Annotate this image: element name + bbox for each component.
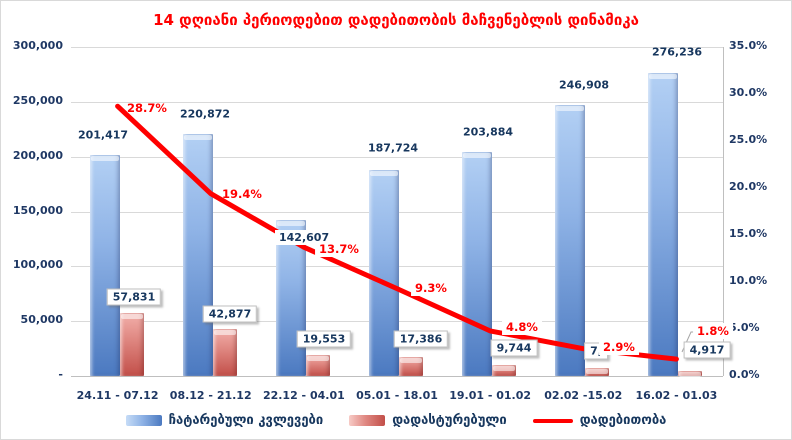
- legend-label-confirmed: დადასტურებული: [392, 413, 507, 428]
- bar-cap: [306, 355, 329, 361]
- x-axis-tick: 22.12 - 04.01: [262, 389, 345, 402]
- gridline: [71, 156, 723, 158]
- legend-item-confirmed: დადასტურებული: [349, 413, 507, 428]
- bar-cap: [183, 134, 212, 140]
- legend-item-positivity: დადებითობა: [532, 413, 667, 428]
- tested-value-label: 246,908: [558, 78, 610, 92]
- confirmed-bar-swatch-icon: [349, 415, 386, 426]
- y-axis-tick-right: 10.0%: [729, 274, 768, 287]
- y-axis-tick-right: 5.0%: [729, 321, 760, 334]
- tested-bar: [462, 152, 493, 376]
- x-axis-line: [71, 376, 723, 377]
- y-axis-tick-right: 0.0%: [729, 368, 760, 381]
- tested-value-label: 203,884: [462, 125, 514, 139]
- positivity-value-label: 28.7%: [127, 101, 167, 115]
- gridline: [71, 47, 723, 48]
- legend: ჩატარებული კვლევები დადასტურებული დადები…: [1, 413, 791, 428]
- x-axis-tick: 02.02 -15.02: [544, 389, 623, 402]
- y-axis-tick-left: 250,000: [12, 93, 63, 107]
- tested-value-label: 220,872: [179, 107, 231, 121]
- confirmed-bar: [119, 312, 144, 376]
- y-axis-tick-right: 30.0%: [729, 86, 768, 99]
- x-axis-tick: 24.11 - 07.12: [76, 389, 159, 402]
- bar-cap: [556, 106, 585, 112]
- x-axis-tick: 08.12 - 21.12: [169, 389, 252, 402]
- bar-cap: [400, 357, 422, 363]
- x-axis-tick: 16.02 - 01.03: [635, 389, 718, 402]
- confirmed-value-label: 9,744: [490, 339, 538, 357]
- bar-cap: [679, 371, 702, 377]
- tested-bar: [89, 155, 120, 376]
- bar-cap: [120, 313, 143, 319]
- y-axis-tick-left: 150,000: [12, 203, 63, 217]
- confirmed-value-label: 42,877: [202, 305, 258, 323]
- bar-cap: [213, 329, 236, 335]
- y-axis-tick-left: 100,000: [12, 258, 63, 272]
- confirmed-bar: [305, 354, 330, 376]
- tested-bar-swatch-icon: [125, 415, 162, 426]
- positivity-value-label: 13.7%: [315, 241, 363, 257]
- confirmed-value-label: 57,831: [106, 288, 162, 306]
- bar-cap: [276, 220, 305, 226]
- positivity-line: [115, 103, 679, 362]
- y-axis-tick-right: 20.0%: [729, 180, 768, 193]
- gridline: [71, 101, 723, 103]
- tested-bar: [555, 105, 586, 376]
- legend-label-tested: ჩატარებული კვლევები: [168, 413, 324, 428]
- y-axis-tick-right: 25.0%: [729, 133, 768, 146]
- bar-cap: [586, 369, 609, 375]
- y-axis-tick-left: 50,000: [20, 313, 63, 327]
- y-axis-tick-left: 300,000: [12, 39, 63, 52]
- y-axis-tick-right: 15.0%: [729, 227, 768, 240]
- confirmed-bar: [212, 328, 237, 376]
- x-axis-tick: 19.01 - 01.02: [449, 389, 532, 402]
- bar-cap: [463, 153, 492, 159]
- positivity-value-label: 9.3%: [411, 280, 451, 296]
- tested-value-label: 187,724: [367, 141, 419, 155]
- confirmed-value-label: 4,917: [683, 341, 731, 359]
- y-axis-tick-left: -: [58, 368, 63, 381]
- positivity-line-layer: [115, 103, 704, 362]
- confirmed-bar: [492, 365, 517, 376]
- positivity-value-label: 4.8%: [502, 319, 542, 335]
- positivity-value-label: 2.9%: [599, 339, 639, 355]
- positivity-line-swatch-icon: [532, 418, 573, 423]
- confirmed-bar: [678, 370, 703, 377]
- tested-value-label: 276,236: [651, 45, 703, 59]
- legend-label-positivity: დადებითობა: [579, 413, 667, 428]
- confirmed-value-label: 19,553: [296, 330, 352, 348]
- tested-value-label: 201,417: [77, 128, 129, 142]
- positivity-value-label: 1.8%: [693, 323, 733, 339]
- tested-bar: [648, 73, 679, 376]
- confirmed-bar: [399, 356, 423, 376]
- bar-cap: [370, 171, 398, 177]
- bar-cap: [649, 74, 678, 80]
- y-axis-tick-left: 200,000: [12, 148, 63, 162]
- right-axis-line: [723, 47, 724, 376]
- chart-title: 14 დღიანი პერიოდებით დადებითობის მაჩვენე…: [153, 11, 639, 29]
- confirmed-bar: [585, 368, 610, 376]
- bar-cap: [493, 366, 516, 372]
- bar-cap: [90, 156, 119, 162]
- legend-item-tested: ჩატარებული კვლევები: [125, 413, 324, 428]
- confirmed-value-label: 17,386: [393, 330, 449, 348]
- positivity-value-label: 19.4%: [222, 187, 262, 201]
- y-axis-tick-right: 35.0%: [729, 39, 768, 52]
- x-axis-tick: 05.01 - 18.01: [356, 389, 438, 402]
